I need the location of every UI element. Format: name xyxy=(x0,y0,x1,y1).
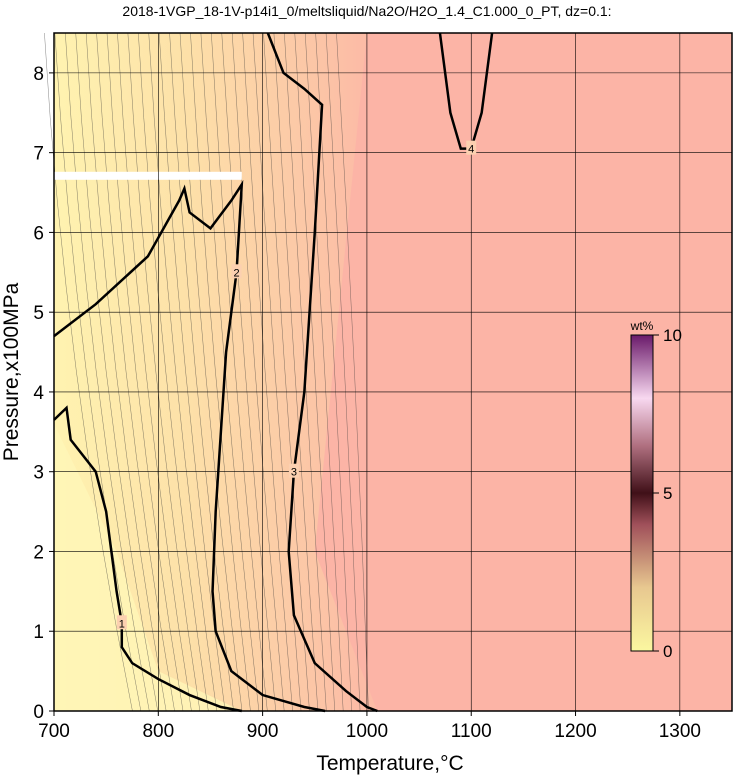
thin-contour xyxy=(273,32,319,712)
y-axis-title: Pressure,x100MPa xyxy=(0,282,23,461)
thin-contour xyxy=(169,32,234,712)
thin-contour xyxy=(294,32,336,712)
contour-line xyxy=(438,32,494,150)
thin-contour xyxy=(211,32,268,712)
contour-label: 3 xyxy=(291,467,297,479)
thin-contour xyxy=(242,32,293,712)
thin-contour xyxy=(221,32,277,712)
y-tick-label: 0 xyxy=(33,702,44,723)
x-tick-label: 1300 xyxy=(659,721,701,742)
x-tick-label: 800 xyxy=(142,721,174,742)
y-tick-label: 1 xyxy=(33,622,44,643)
thin-contour xyxy=(54,32,142,712)
thin-contour xyxy=(231,32,285,712)
field-patch xyxy=(314,33,732,711)
thin-contour xyxy=(190,32,251,712)
x-tick-label: 1200 xyxy=(554,721,596,742)
thin-contour xyxy=(117,32,192,712)
colorbar-tick-label: 0 xyxy=(663,642,672,661)
y-tick-label: 7 xyxy=(33,144,44,165)
contour-label: 2 xyxy=(233,267,239,279)
x-axis-title: Temperature,°C xyxy=(316,752,463,775)
colorbar-tick-label: 5 xyxy=(663,484,672,503)
x-tick-label: 1000 xyxy=(346,721,388,742)
thin-contour xyxy=(96,32,175,712)
x-tick-label: 700 xyxy=(38,721,70,742)
contour-line xyxy=(53,405,242,713)
x-tick-label: 900 xyxy=(247,721,279,742)
y-tick-label: 8 xyxy=(33,64,44,85)
contour-label-bg xyxy=(231,264,242,279)
thin-contour xyxy=(325,32,361,712)
thin-contour xyxy=(263,32,310,712)
contour-label-bg xyxy=(288,463,299,478)
contour-label-bg xyxy=(116,615,127,630)
colorbar-tick-label: 10 xyxy=(663,326,682,345)
y-tick-label: 3 xyxy=(33,463,44,484)
thin-contour xyxy=(44,32,133,712)
gap-strip xyxy=(54,171,242,180)
colorbar-label: wt% xyxy=(630,319,654,333)
thin-contour xyxy=(127,32,201,712)
thin-contour xyxy=(336,32,369,712)
thin-contour xyxy=(75,32,158,712)
thin-contour xyxy=(106,32,184,712)
y-tick-label: 2 xyxy=(33,542,44,563)
y-tick-label: 6 xyxy=(33,223,44,244)
thin-contour xyxy=(158,32,226,712)
y-tick-label: 5 xyxy=(33,303,44,324)
chart-title: 2018-1VGP_18-1V-p14i1_0/meltsliquid/Na2O… xyxy=(122,3,611,19)
colorbar xyxy=(630,334,654,652)
thin-contour xyxy=(138,32,209,712)
contour-label-bg xyxy=(466,140,477,155)
thin-contour xyxy=(65,32,150,712)
contour-label: 4 xyxy=(468,144,474,156)
x-tick-label: 1100 xyxy=(451,721,492,742)
thin-contour xyxy=(85,32,167,712)
field-patch xyxy=(54,423,242,711)
thin-contour xyxy=(179,32,243,712)
y-tick-label: 4 xyxy=(33,383,44,404)
thin-contour xyxy=(148,32,217,712)
contour-label: 1 xyxy=(119,618,125,630)
frame xyxy=(53,32,733,712)
